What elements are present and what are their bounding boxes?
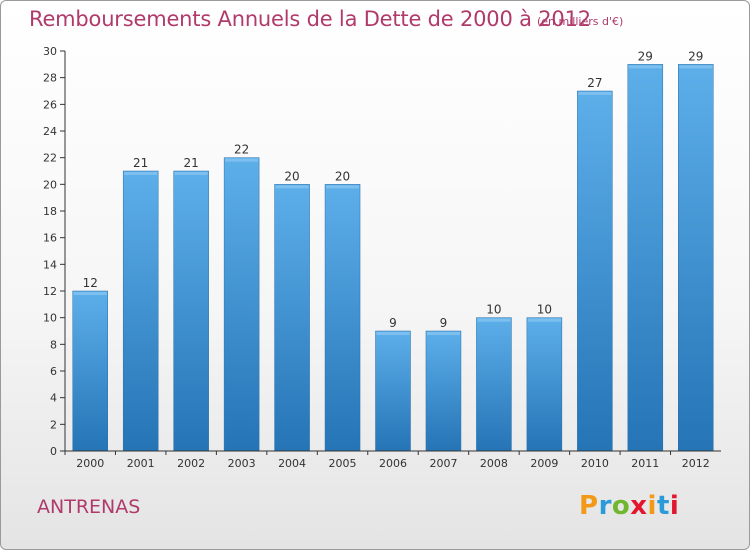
logo-letter: o — [611, 491, 631, 521]
x-axis-ticks: 2000 2001 2002 2003 2004 2005 2006 2007 2008 2009… — [64, 451, 710, 470]
logo-letter: i — [647, 491, 657, 521]
logo-letter: x — [630, 491, 648, 521]
x-tick-label-2002: 2002 — [177, 457, 205, 470]
bar-2000 — [72, 290, 108, 452]
y-tick-label: 20 — [43, 178, 57, 191]
data-label-2007: 9 — [440, 316, 448, 330]
data-label-2011: 29 — [638, 49, 653, 63]
logo-letter: t — [656, 491, 670, 521]
x-tick-label-2001: 2001 — [127, 457, 155, 470]
bars — [72, 64, 714, 452]
y-tick-label: 0 — [50, 445, 57, 458]
data-label-2006: 9 — [389, 316, 397, 330]
data-label-2003: 22 — [234, 143, 249, 157]
bar-2007 — [425, 330, 462, 452]
bar-2012 — [678, 64, 714, 452]
bar-highlight — [477, 318, 511, 322]
x-tick-label-2011: 2011 — [631, 457, 659, 470]
logo-letter: P — [579, 491, 599, 521]
x-tick-label-2009: 2009 — [530, 457, 558, 470]
bar-highlight — [578, 92, 612, 95]
bar-2011 — [627, 64, 664, 452]
y-tick-label: 4 — [50, 392, 57, 405]
bar-highlight — [124, 172, 158, 175]
city-name: ANTRENAS — [37, 496, 141, 518]
y-tick-label: 26 — [43, 98, 57, 111]
bar-2004 — [274, 184, 310, 452]
logo-letter: r — [598, 491, 612, 521]
chart-title: Remboursements Annuels de la Dette de 20… — [29, 7, 591, 31]
logo-letter: i — [669, 491, 680, 521]
bar-highlight — [376, 332, 410, 335]
data-label-2000: 12 — [83, 276, 98, 290]
data-label-2009: 10 — [537, 303, 552, 317]
bar-highlight — [679, 65, 713, 69]
bar-highlight — [73, 292, 107, 295]
bar-highlight — [527, 318, 561, 322]
bar-2006 — [375, 330, 411, 452]
y-tick-label: 28 — [43, 72, 57, 85]
x-tick-label-2010: 2010 — [581, 457, 609, 470]
data-label-2002: 21 — [184, 156, 199, 170]
x-tick-label-2012: 2012 — [682, 457, 710, 470]
x-tick-label-2003: 2003 — [228, 457, 256, 470]
data-label-2012: 29 — [688, 49, 703, 63]
bar-2010 — [577, 90, 613, 452]
x-tick-label-2000: 2000 — [76, 457, 104, 470]
bar-highlight — [326, 185, 360, 189]
chart-subtitle: (en milliers d'€) — [537, 15, 624, 28]
y-tick-label: 10 — [43, 312, 57, 325]
y-tick-label: 22 — [43, 152, 57, 165]
y-tick-label: 12 — [43, 285, 57, 298]
y-tick-label: 16 — [43, 232, 57, 245]
data-label-2005: 20 — [335, 169, 350, 183]
bar-highlight — [225, 158, 259, 162]
bar-2003 — [223, 157, 260, 452]
data-label-2008: 10 — [486, 303, 501, 317]
y-tick-label: 2 — [50, 418, 57, 431]
x-tick-label-2006: 2006 — [379, 457, 407, 470]
bar-2005 — [324, 184, 361, 452]
bar-highlight — [426, 332, 460, 335]
y-tick-label: 18 — [43, 205, 57, 218]
proxiti-logo: Proxiti — [579, 491, 679, 521]
data-label-2010: 27 — [587, 76, 602, 90]
bar-highlight — [628, 65, 662, 69]
bar-2002 — [173, 170, 209, 452]
data-label-2001: 21 — [133, 156, 148, 170]
y-tick-label: 30 — [43, 45, 57, 58]
data-labels: 12 21 21 22 20 20 9 9 10 10 27 29 29 — [83, 49, 704, 330]
x-tick-label-2005: 2005 — [329, 457, 357, 470]
x-tick-label-2007: 2007 — [429, 457, 457, 470]
y-tick-label: 24 — [43, 125, 57, 138]
bar-2008 — [476, 317, 512, 452]
x-tick-label-2004: 2004 — [278, 457, 306, 470]
x-tick-label-2008: 2008 — [480, 457, 508, 470]
y-tick-label: 6 — [50, 365, 57, 378]
data-label-2004: 20 — [284, 169, 299, 183]
y-tick-label: 14 — [43, 258, 57, 271]
y-tick-label: 8 — [50, 338, 57, 351]
bar-2001 — [122, 170, 159, 452]
bar-2009 — [526, 317, 563, 452]
bar-highlight — [275, 185, 309, 189]
bar-highlight — [174, 172, 208, 175]
